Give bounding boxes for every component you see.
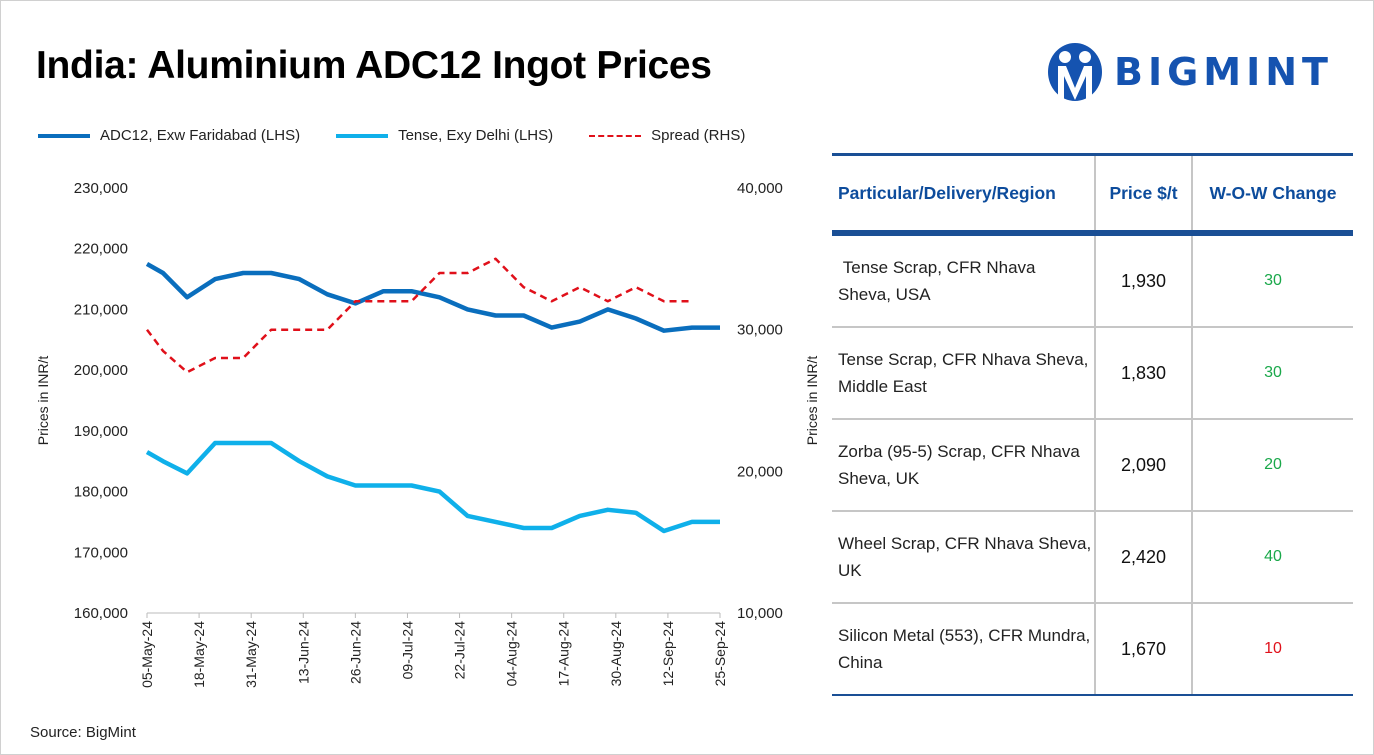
y-tick-label: 160,000: [74, 605, 128, 622]
y2-tick-label: 10,000: [737, 605, 783, 622]
x-tick-label: 12-Sep-24: [660, 621, 676, 687]
x-tick-label: 31-May-24: [243, 621, 259, 688]
line-chart: 160,000 170,000 180,000 190,000 200,000 210,0…: [35, 180, 820, 688]
y-tick-label: 190,000: [74, 423, 128, 440]
particular-cell: Tense Scrap, CFR Nhava Sheva, Middle Eas…: [832, 327, 1095, 420]
particular-cell: Zorba (95-5) Scrap, CFR Nhava Sheva, UK: [832, 419, 1095, 512]
legend-label: Spread (RHS): [651, 127, 746, 144]
table-row: Wheel Scrap, CFR Nhava Sheva, UK 2,420 40: [832, 511, 1353, 604]
y-tick-label: 210,000: [74, 301, 128, 318]
particular-cell: Silicon Metal (553), CFR Mundra, China: [832, 603, 1095, 696]
tense-line: [145, 440, 720, 534]
change-cell: 30: [1191, 233, 1353, 328]
x-tick-label: 17-Aug-24: [556, 621, 572, 687]
change-cell: 10: [1191, 603, 1353, 696]
x-tick-label: 26-Jun-24: [347, 621, 363, 684]
price-cell: 1,830: [1094, 327, 1192, 420]
y2-tick-label: 30,000: [737, 322, 783, 339]
legend-item-spread: Spread (RHS): [589, 127, 745, 144]
price-cell: 2,090: [1094, 419, 1192, 512]
y-tick-label: 170,000: [74, 544, 128, 561]
y-tick-label: 220,000: [74, 241, 128, 258]
table-row: Tense Scrap, CFR Nhava Sheva, Middle Eas…: [832, 327, 1353, 420]
table-row: Silicon Metal (553), CFR Mundra, China 1,…: [832, 603, 1353, 696]
y2-tick-label: 20,000: [737, 463, 783, 480]
particular-cell: Wheel Scrap, CFR Nhava Sheva, UK: [832, 511, 1095, 604]
spread-line: [146, 257, 692, 374]
x-tick-label: 30-Aug-24: [608, 621, 624, 687]
bigmint-logo: BIGMINT: [1046, 42, 1336, 104]
x-tick-label: 04-Aug-24: [504, 621, 520, 687]
price-cell: 1,670: [1094, 603, 1192, 696]
adc12-line: [145, 261, 720, 333]
y-tick-label: 230,000: [74, 180, 128, 197]
change-cell: 20: [1191, 419, 1353, 512]
x-tick-label: 22-Jul-24: [452, 621, 468, 680]
chart-legend: ADC12, Exw Faridabad (LHS) Tense, Exy De…: [38, 127, 781, 144]
change-cell: 30: [1191, 327, 1353, 420]
table-header-row: Particular/Delivery/Region Price $/t W-O…: [832, 153, 1353, 236]
page-title: India: Aluminium ADC12 Ingot Prices: [36, 44, 712, 87]
x-tick-label: 05-May-24: [139, 621, 155, 688]
price-table: Particular/Delivery/Region Price $/t W-O…: [832, 153, 1353, 696]
column-header: Particular/Delivery/Region: [832, 153, 1095, 236]
legend-label: ADC12, Exw Faridabad (LHS): [100, 127, 301, 144]
price-cell: 2,420: [1094, 511, 1192, 604]
bigmint-logo-icon: [1048, 43, 1102, 102]
legend-swatch: [336, 133, 389, 138]
x-tick-label: 13-Jun-24: [295, 621, 311, 684]
price-cell: 1,930: [1094, 233, 1192, 328]
column-header: Price $/t: [1094, 153, 1192, 236]
x-tick-label: 18-May-24: [191, 621, 207, 688]
table-row: Zorba (95-5) Scrap, CFR Nhava Sheva, UK 2…: [832, 419, 1353, 512]
particular-cell: Tense Scrap, CFR Nhava Sheva, USA: [832, 233, 1095, 328]
x-tick-label: 25-Sep-24: [712, 621, 728, 687]
legend-item-tense: Tense, Exy Delhi (LHS): [336, 127, 553, 144]
y-tick-label: 180,000: [74, 484, 128, 501]
y2-axis-title: Prices in INR/t: [804, 356, 820, 446]
y-tick-label: 200,000: [74, 362, 128, 379]
legend-swatch: [38, 133, 90, 138]
table-row: Tense Scrap, CFR Nhava Sheva, USA 1,930 30: [832, 233, 1353, 328]
y-axis-title: Prices in INR/t: [35, 356, 51, 446]
column-header: W-O-W Change: [1191, 153, 1353, 236]
legend-item-adc12: ADC12, Exw Faridabad (LHS): [38, 127, 300, 144]
logo-text: BIGMINT: [1114, 50, 1333, 94]
change-cell: 40: [1191, 511, 1353, 604]
legend-label: Tense, Exy Delhi (LHS): [398, 127, 554, 144]
y2-tick-label: 40,000: [737, 180, 783, 197]
x-tick-label: 09-Jul-24: [399, 621, 415, 680]
source-note: Source: BigMint: [30, 724, 136, 741]
legend-swatch: [589, 134, 642, 137]
